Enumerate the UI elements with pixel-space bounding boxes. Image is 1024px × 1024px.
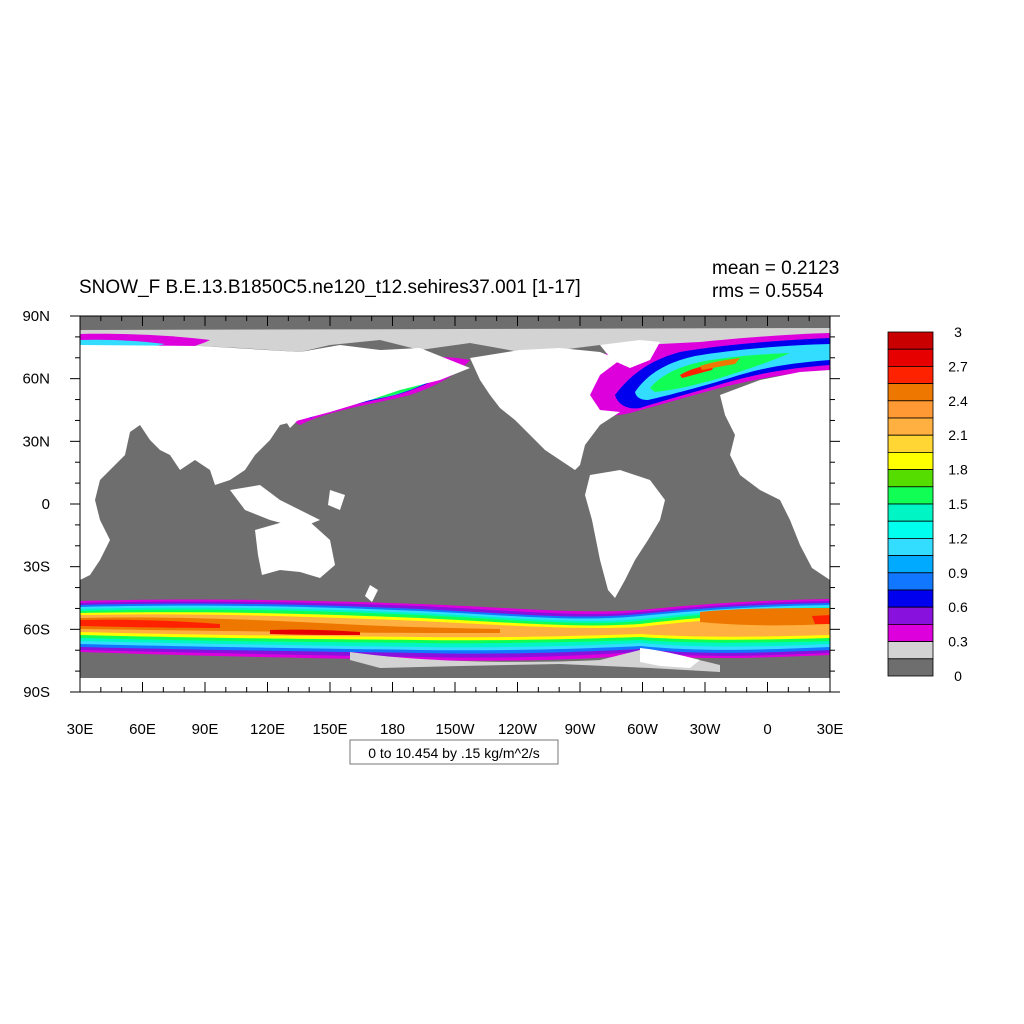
x-tick-label: 150E (312, 721, 347, 738)
x-tick-label: 120E (250, 721, 285, 738)
colorbar-label: 3 (954, 324, 962, 340)
antarctic-peninsula (640, 648, 700, 668)
colorbar-label: 2.7 (948, 358, 968, 374)
colorbar-swatch (887, 520, 934, 539)
x-tick-label: 90E (192, 721, 219, 738)
colorbar-label: 0.9 (948, 565, 968, 581)
x-tick-label: 0 (763, 721, 771, 738)
colorbar-swatch (887, 417, 934, 436)
x-tick-label: 120W (498, 721, 538, 738)
colorbar-swatch (887, 451, 934, 470)
colorbar-swatch (887, 572, 934, 591)
colorbar-swatch (887, 503, 934, 522)
x-tick-label: 180 (380, 721, 405, 738)
colorbar-swatch (887, 641, 934, 660)
y-tick-label: 90N (22, 308, 50, 325)
colorbar-swatch (887, 400, 934, 419)
colorbar-label: 2.1 (948, 427, 968, 443)
land-masses (80, 340, 830, 692)
colorbar-swatch (887, 486, 934, 505)
y-tick-label: 60S (23, 621, 50, 638)
y-tick-label: 30N (22, 433, 50, 450)
x-tick-label: 30E (67, 721, 94, 738)
rms-stat: rms = 0.5554 (712, 281, 824, 302)
colorbar-swatch (887, 658, 934, 677)
colorbar-swatch (887, 348, 934, 367)
x-tick-label: 60W (627, 721, 659, 738)
colorbar-swatch (887, 469, 934, 488)
x-tick-label: 90W (565, 721, 597, 738)
y-tick-label: 30S (23, 559, 50, 576)
southern-storm-track (80, 599, 830, 661)
colorbar: 3 2.7 2.4 2.1 1.8 1.5 1.2 0.9 0.6 0.3 0 (887, 324, 968, 684)
colorbar-label: 0 (954, 668, 962, 684)
x-tick-label: 30E (817, 721, 844, 738)
colorbar-swatch (887, 538, 934, 557)
y-tick-label: 90S (23, 684, 50, 701)
x-tick-label: 150W (435, 721, 475, 738)
colorbar-label: 1.8 (948, 462, 968, 478)
colorbar-swatch (887, 331, 934, 350)
map-area (80, 316, 830, 692)
y-tick-label: 60N (22, 371, 50, 388)
colorbar-swatch (887, 434, 934, 453)
footnote-text: 0 to 10.454 by .15 kg/m^2/s (368, 745, 540, 761)
colorbar-swatch (887, 589, 934, 608)
antarctic-ice (350, 650, 720, 672)
colorbar-swatch (887, 555, 934, 574)
footnote-box (349, 739, 559, 765)
colorbar-label: 0.3 (948, 634, 968, 650)
y-axis: 90N 60N 30N 0 30S 60S 90S (22, 308, 840, 701)
colorbar-label: 1.2 (948, 530, 968, 546)
colorbar-swatch (887, 624, 934, 643)
mean-stat: mean = 0.2123 (712, 258, 839, 279)
plot-title: SNOW_F B.E.13.B1850C5.ne120_t12.sehires3… (79, 277, 581, 298)
x-tick-label: 60E (129, 721, 156, 738)
colorbar-label: 0.6 (948, 599, 968, 615)
colorbar-swatch (887, 383, 934, 402)
colorbar-label: 2.4 (948, 393, 968, 409)
colorbar-swatch (887, 606, 934, 625)
x-axis: 30E 60E 90E 120E 150E 180 150W 120W 90W 60W 30W 0 30… (67, 316, 844, 738)
y-tick-label: 0 (42, 496, 50, 513)
colorbar-label: 1.5 (948, 496, 968, 512)
x-tick-label: 30W (690, 721, 722, 738)
colorbar-swatch (887, 365, 934, 384)
